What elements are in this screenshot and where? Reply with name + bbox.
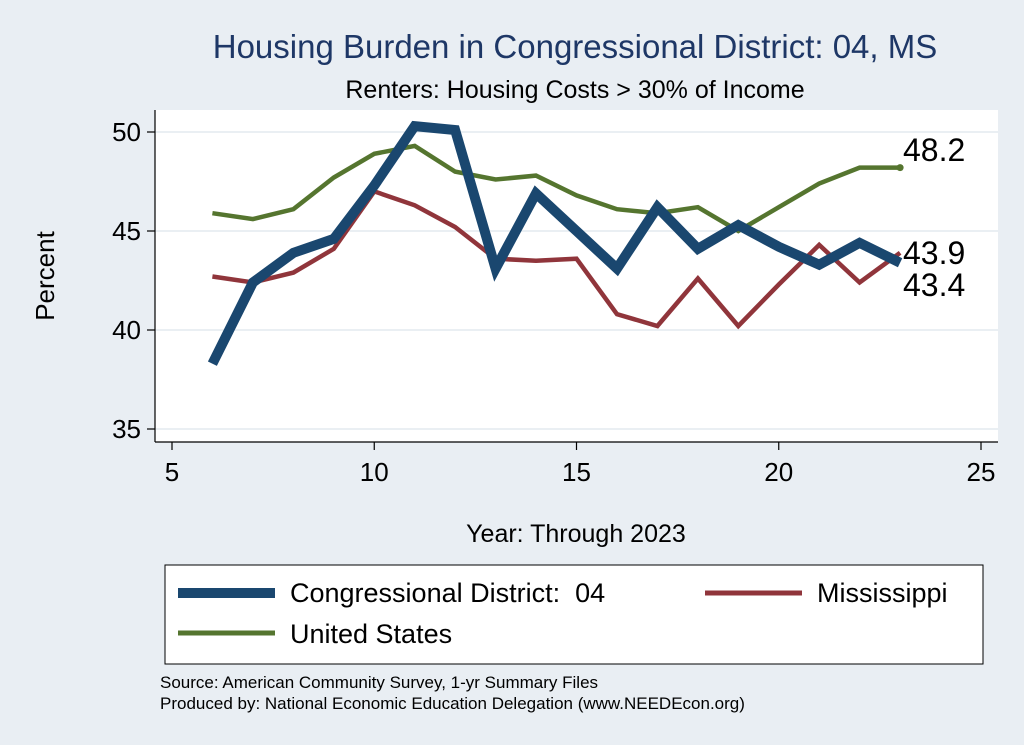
end-marker-united-states	[896, 164, 904, 172]
legend-label-united-states: United States	[290, 619, 452, 649]
chart-subtitle: Renters: Housing Costs > 30% of Income	[345, 76, 804, 104]
series-line-mississippi	[212, 188, 902, 330]
y-tick-label-35: 35	[112, 414, 141, 444]
series-lines	[207, 120, 904, 366]
legend: Congressional District: 04 Mississippi U…	[164, 564, 984, 665]
x-tick-label-20: 20	[764, 457, 793, 487]
legend-label-cd04: Congressional District: 04	[290, 578, 605, 608]
series-line-cd04	[207, 120, 903, 366]
y-tick-label-50: 50	[112, 117, 141, 147]
y-tick-label-40: 40	[112, 315, 141, 345]
chart-title: Housing Burden in Congressional District…	[213, 28, 938, 65]
end-labels: 43.443.9 48.2	[903, 132, 965, 303]
x-tick-label-25: 25	[967, 457, 996, 487]
plot-area	[155, 110, 998, 442]
legend-box	[164, 564, 984, 665]
end-label-united-states: 48.2	[903, 132, 965, 168]
y-axis-label: Percent	[30, 230, 60, 320]
legend-label-mississippi: Mississippi	[817, 578, 948, 608]
producer-note: Produced by: National Economic Education…	[160, 694, 745, 713]
x-axis-ticks: 5 10 15 20 25	[165, 442, 996, 487]
y-axis-ticks: 35 40 45 50	[112, 117, 155, 444]
end-label-mississippi: 43.9	[903, 235, 965, 271]
series-line-united-states	[212, 143, 901, 234]
x-tick-label-10: 10	[360, 457, 389, 487]
x-axis-label: Year: Through 2023	[466, 520, 686, 548]
end-label-cd04: 43.4	[903, 267, 965, 303]
source-note: Source: American Community Survey, 1-yr …	[160, 673, 598, 692]
x-tick-label-5: 5	[165, 457, 179, 487]
x-tick-label-15: 15	[562, 457, 591, 487]
y-tick-label-45: 45	[112, 216, 141, 246]
